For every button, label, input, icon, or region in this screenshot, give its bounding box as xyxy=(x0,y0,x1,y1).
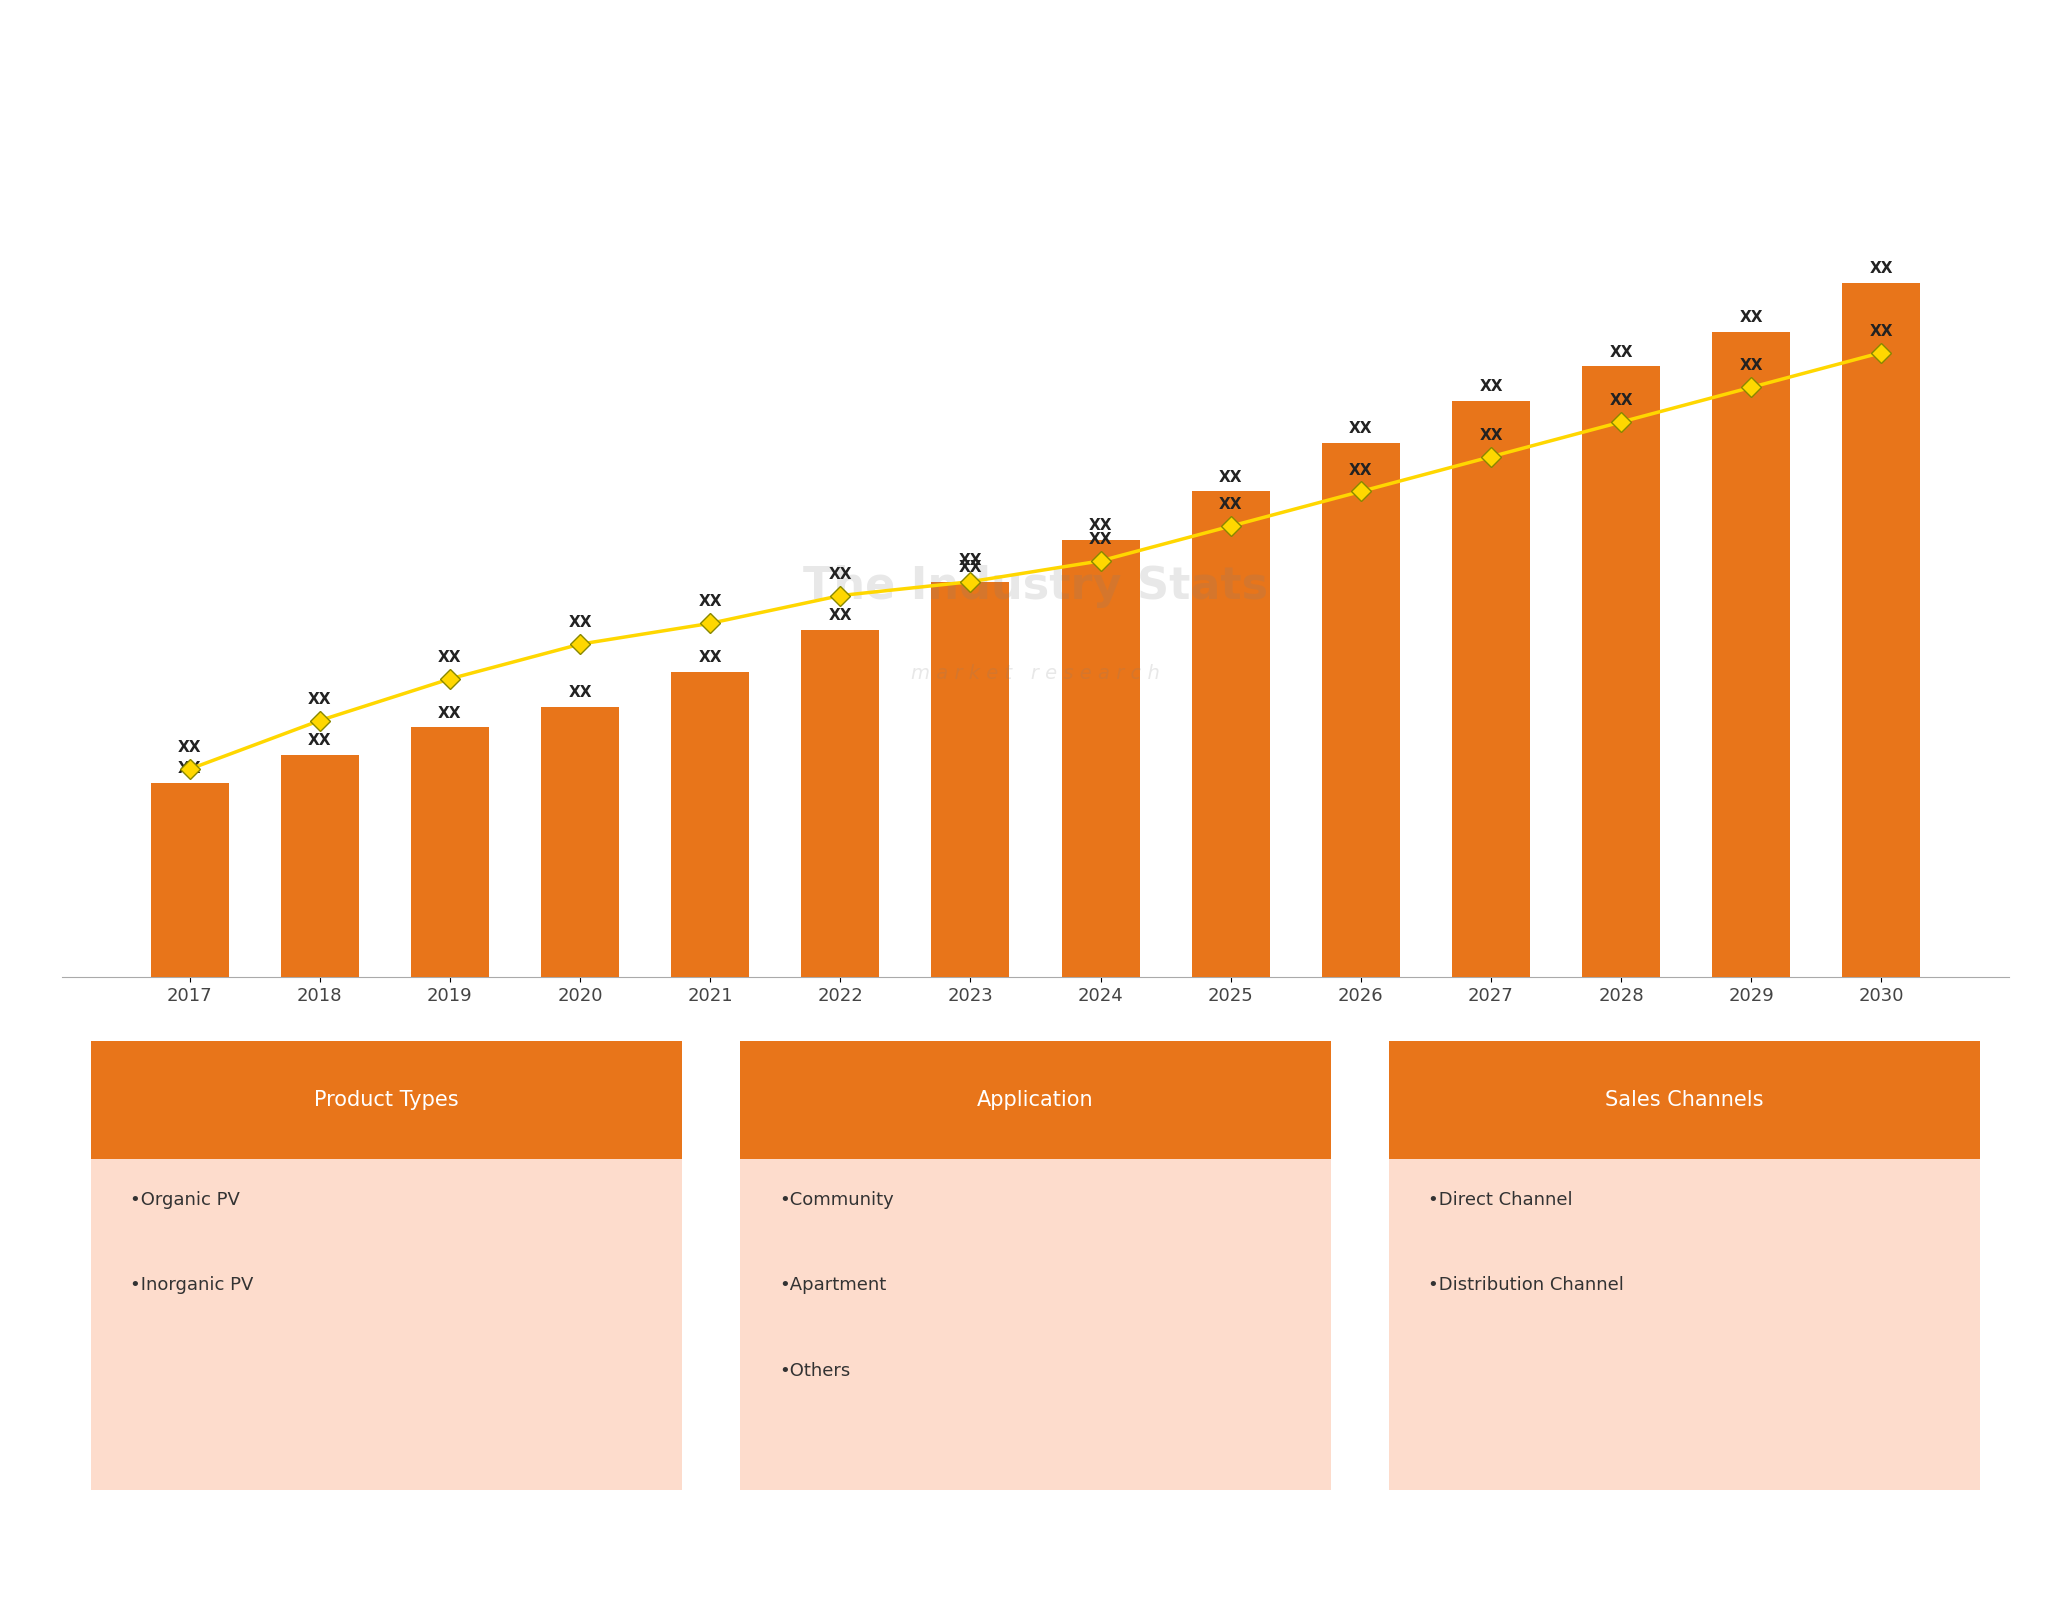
Text: XX: XX xyxy=(567,684,592,700)
Text: XX: XX xyxy=(1740,358,1762,373)
FancyBboxPatch shape xyxy=(739,1159,1332,1490)
Text: XX: XX xyxy=(309,692,331,707)
Bar xyxy=(1843,284,1920,977)
Text: m a r k e t   r e s e a r c h: m a r k e t r e s e a r c h xyxy=(911,665,1160,682)
Text: •Direct Channel: •Direct Channel xyxy=(1429,1191,1572,1209)
Bar xyxy=(932,582,1009,977)
Text: •Organic PV: •Organic PV xyxy=(130,1191,240,1209)
Text: The Industry Stats: The Industry Stats xyxy=(804,566,1267,608)
Text: www.theindustrystats.com: www.theindustrystats.com xyxy=(1518,1551,1727,1566)
Bar xyxy=(151,783,228,977)
Text: Sales Channels: Sales Channels xyxy=(1605,1091,1764,1110)
Text: XX: XX xyxy=(828,567,851,582)
Text: •Apartment: •Apartment xyxy=(779,1276,886,1295)
Bar xyxy=(671,673,750,977)
Text: Source:: Source: xyxy=(101,1551,166,1566)
Text: XX: XX xyxy=(1870,324,1893,339)
Text: •Inorganic PV: •Inorganic PV xyxy=(130,1276,253,1295)
Text: XX: XX xyxy=(1479,428,1504,443)
Text: XX: XX xyxy=(1089,532,1112,546)
Text: •Others: •Others xyxy=(779,1362,851,1379)
Text: Product Types: Product Types xyxy=(315,1091,460,1110)
Text: Email:: Email: xyxy=(801,1551,855,1566)
Text: XX: XX xyxy=(1348,462,1373,478)
Text: XX: XX xyxy=(1348,421,1373,436)
FancyBboxPatch shape xyxy=(1390,1159,1980,1490)
Text: •Community: •Community xyxy=(779,1191,895,1209)
Text: XX: XX xyxy=(1220,498,1243,512)
Bar xyxy=(1321,443,1400,977)
Text: XX: XX xyxy=(567,616,592,631)
FancyBboxPatch shape xyxy=(1390,1041,1980,1159)
Text: sales@theindustrystats.com: sales@theindustrystats.com xyxy=(872,1550,1093,1566)
Text: XX: XX xyxy=(959,553,982,567)
Text: XX: XX xyxy=(439,705,462,720)
Text: XX: XX xyxy=(1609,394,1632,408)
Legend: Revenue (Million $), Y-oY Growth Rate (%): Revenue (Million $), Y-oY Growth Rate (%… xyxy=(777,1049,1294,1081)
Bar xyxy=(410,728,489,977)
Text: Website:: Website: xyxy=(1425,1551,1501,1566)
Bar xyxy=(801,631,880,977)
Text: XX: XX xyxy=(1870,261,1893,276)
Bar xyxy=(541,707,619,977)
Text: XX: XX xyxy=(698,595,723,609)
Text: XX: XX xyxy=(698,650,723,665)
Text: •Distribution Channel: •Distribution Channel xyxy=(1429,1276,1624,1295)
Text: XX: XX xyxy=(1089,519,1112,533)
Text: XX: XX xyxy=(1479,379,1504,394)
Text: Fig. Global Residential Solar PV Systems Market Status and Outlook: Fig. Global Residential Solar PV Systems… xyxy=(87,55,1052,79)
Bar xyxy=(282,755,358,977)
Text: XX: XX xyxy=(828,608,851,624)
Text: XX: XX xyxy=(1220,470,1243,485)
Text: XX: XX xyxy=(1740,310,1762,324)
Text: Theindustrystats Analysis: Theindustrystats Analysis xyxy=(182,1551,383,1566)
Bar xyxy=(1713,332,1789,977)
Text: XX: XX xyxy=(309,733,331,749)
FancyBboxPatch shape xyxy=(91,1159,681,1490)
Bar xyxy=(1062,540,1139,977)
Text: XX: XX xyxy=(178,760,201,776)
Bar xyxy=(1582,366,1661,977)
Text: XX: XX xyxy=(959,559,982,575)
Bar xyxy=(1191,491,1270,977)
FancyBboxPatch shape xyxy=(739,1041,1332,1159)
Text: XX: XX xyxy=(439,650,462,665)
Text: XX: XX xyxy=(1609,345,1632,360)
Bar xyxy=(1452,402,1530,977)
Text: XX: XX xyxy=(178,741,201,755)
FancyBboxPatch shape xyxy=(91,1041,681,1159)
Text: Application: Application xyxy=(978,1091,1093,1110)
